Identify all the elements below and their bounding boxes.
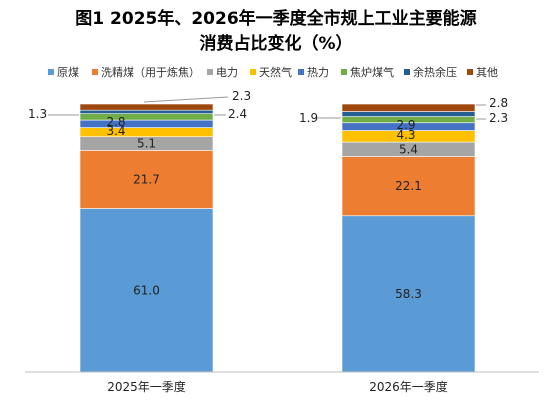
legend-label: 余热余压 (413, 65, 457, 79)
bar-segment-0-7 (79, 103, 214, 111)
value-label-1-4: 2.9 (396, 118, 415, 132)
bar-segment-1-0 (341, 215, 476, 373)
legend-swatch (92, 69, 98, 75)
value-label-0-5: 2.4 (228, 107, 247, 121)
legend-label: 热力 (307, 66, 329, 79)
legend-item-2: 电力 (207, 66, 238, 79)
value-label-0-0: 61.0 (133, 283, 160, 297)
value-label-0-4: 2.8 (106, 115, 125, 129)
bar-segment-1-1 (341, 156, 476, 217)
x-tick-label-1: 2026年一季度 (369, 379, 448, 394)
legend-item-6: 余热余压 (404, 65, 457, 79)
value-label-0-7: 2.3 (232, 89, 251, 103)
value-label-1-6: 1.9 (299, 111, 318, 125)
legend-swatch (341, 69, 347, 75)
bars (79, 103, 476, 373)
legend-item-5: 焦炉煤气 (341, 65, 394, 79)
legend-label: 其他 (476, 66, 498, 79)
chart-title-line-2: 消费占比变化（%） (199, 33, 352, 54)
value-label-0-3: 3.4 (106, 124, 125, 138)
value-label-0-1: 21.7 (133, 172, 160, 186)
legend-swatch (207, 69, 213, 75)
legend-label: 洗精煤（用于炼焦） (101, 65, 200, 79)
leader-line-0-7 (143, 96, 229, 103)
bar-segment-0-6 (79, 109, 214, 114)
legend-item-4: 热力 (298, 66, 329, 79)
legend-label: 电力 (216, 66, 238, 79)
x-axis-labels: 2025年一季度 2026年一季度 (107, 379, 448, 394)
legend-swatch (467, 69, 473, 75)
bar-segment-0-5 (79, 113, 214, 121)
legend-swatch (250, 69, 256, 75)
value-label-1-7: 2.8 (489, 96, 508, 110)
legend-label: 焦炉煤气 (350, 65, 394, 79)
value-labels: 61.021.75.13.42.82.41.32.358.322.15.44.3… (28, 89, 508, 301)
value-label-0-6: 1.3 (28, 107, 47, 121)
legend-item-1: 洗精煤（用于炼焦） (92, 65, 200, 79)
legend-item-3: 天然气 (250, 65, 292, 79)
legend-swatch (298, 69, 304, 75)
legend-label: 原煤 (57, 66, 79, 79)
value-label-1-1: 22.1 (395, 179, 422, 193)
bar-segment-0-0 (79, 208, 214, 373)
bar-segment-1-7 (341, 103, 476, 112)
legend-swatch (404, 69, 410, 75)
value-label-1-2: 5.4 (399, 142, 418, 156)
bar-segment-1-6 (341, 111, 476, 117)
bar-segment-0-3 (79, 127, 214, 137)
legend-swatch (48, 69, 54, 75)
legend-item-7: 其他 (467, 66, 498, 79)
bar-segment-0-4 (79, 119, 214, 128)
chart-title-line-1: 图1 2025年、2026年一季度全市规上工业主要能源 (75, 8, 476, 29)
legend-item-0: 原煤 (48, 66, 79, 79)
value-label-1-5: 2.3 (489, 111, 508, 125)
legend: 原煤 洗精煤（用于炼焦） 电力 天然气 热力 焦炉煤气 余热余压 其他 (48, 65, 498, 79)
legend-label: 天然气 (259, 65, 292, 79)
bar-segment-0-1 (79, 150, 214, 209)
value-label-1-3: 4.3 (396, 128, 415, 142)
x-tick-label-0: 2025年一季度 (107, 379, 186, 394)
value-label-1-0: 58.3 (395, 287, 422, 301)
value-label-0-2: 5.1 (137, 137, 156, 151)
